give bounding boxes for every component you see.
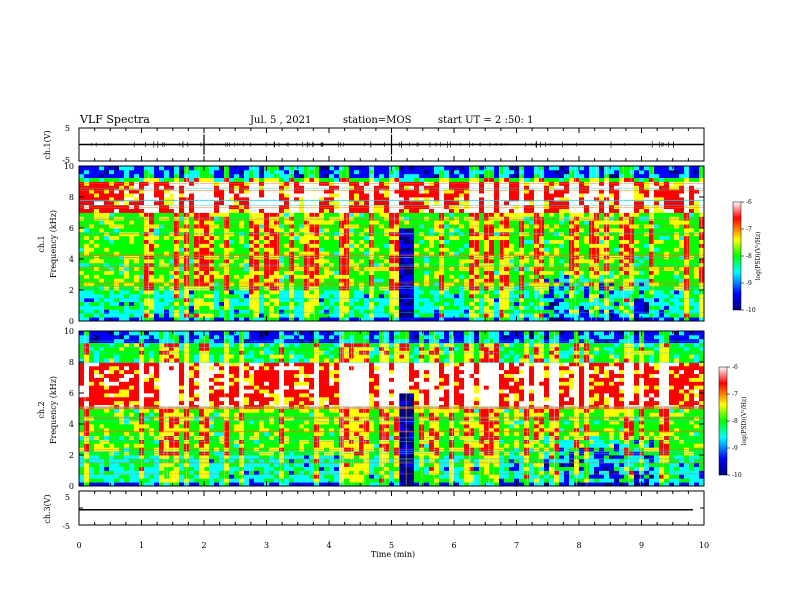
- x-tick-label: 9: [639, 541, 644, 550]
- x-tick-label: 3: [264, 541, 269, 550]
- ch2-spectrogram-yticks: 0 2 4 6 8 10: [64, 327, 704, 491]
- x-axis-tick-labels: 0 1 2 3 4 5 6 7 8 9 10: [76, 541, 709, 550]
- ch3-waveform-panel: 5 -5 ch.3(V): [43, 490, 705, 531]
- ch1-colorbar-label: log(PSD)(V²/Hz): [755, 232, 762, 281]
- spec1-ytick-label: 4: [69, 255, 74, 264]
- x-tick-label: 6: [451, 541, 456, 550]
- ch1-waveform-panel: 5 -5 ch.1(V): [43, 124, 705, 165]
- cb2-ticks-label: -10: [732, 472, 742, 479]
- x-axis-label: Time (min): [371, 550, 415, 559]
- x-tick-label: 2: [201, 541, 206, 550]
- spec2-ytick-label: 2: [69, 451, 74, 460]
- ch2-colorbar-ticks: -6 -7 -8 -9 -10: [727, 364, 742, 479]
- x-tick-label: 7: [514, 541, 519, 550]
- ch1-spectrogram-yticks: 0 2 4 6 8 10: [64, 162, 704, 326]
- ch1-spectrogram-image: [79, 166, 705, 322]
- spec2-ytick-label: 8: [69, 358, 74, 367]
- ch1-spectrogram-xticks: [78, 166, 705, 321]
- header-station: station=MOS: [343, 115, 412, 126]
- x-tick-label: 10: [699, 541, 709, 550]
- header-start-time: start UT = 2 :50: 1: [438, 115, 533, 126]
- spec2-ytick-label: 0: [69, 482, 74, 491]
- ch3-waveform-ylabel: ch.3(V): [43, 494, 52, 523]
- cb2-ticks-label: -8: [732, 418, 738, 425]
- ch2-spectrogram-ylabel-frequency: Frequency (kHz): [49, 376, 58, 444]
- figure-title: VLF Spectra: [79, 113, 150, 126]
- ch3-waveform-frame: [78, 490, 705, 526]
- x-tick-label: 1: [139, 541, 144, 550]
- cb1-ticks-label: -7: [746, 226, 752, 233]
- spec1-ytick-label: 2: [69, 286, 74, 295]
- ch3-waveform-ticks: [78, 490, 705, 526]
- cb2-ticks-label: -6: [732, 364, 738, 371]
- cb1-ticks-label: -9: [746, 280, 752, 287]
- cb1-ticks-label: -8: [746, 253, 752, 260]
- ch1-ytick-bottom: -5: [62, 156, 70, 165]
- spec1-ytick-label: 10: [64, 162, 74, 171]
- ch2-spectrogram-image: [79, 331, 705, 487]
- ch1-waveform-ticks: [78, 127, 705, 162]
- x-tick-label: 8: [576, 541, 581, 550]
- ch1-spectrogram-panel: 0 2 4 6 8 10 ch.1 Frequency (kHz) -6 -7 -8 -9 -10…: [37, 162, 762, 326]
- ch2-colorbar-label: log(PSD)(V²/Hz): [741, 397, 748, 446]
- spec2-ytick-label: 6: [69, 389, 74, 398]
- x-tick-label: 4: [326, 541, 331, 550]
- ch3-ytick-top: 5: [65, 493, 70, 502]
- ch2-colorbar: [718, 366, 728, 476]
- ch1-waveform-spikes: [91, 134, 674, 155]
- ch1-colorbar-ticks: -6 -7 -8 -9 -10: [741, 199, 756, 314]
- cb1-ticks-label: -10: [746, 307, 756, 314]
- x-tick-label: 0: [76, 541, 81, 550]
- header-date: Jul. 5 , 2021: [249, 115, 311, 126]
- spec1-ytick-label: 0: [69, 317, 74, 326]
- spec2-ytick-label: 10: [64, 327, 74, 336]
- cb2-ticks-label: -9: [732, 445, 738, 452]
- spec1-ytick-label: 6: [69, 224, 74, 233]
- x-tick-label: 5: [389, 541, 394, 550]
- ch1-spectrogram-ylabel-channel: ch.1: [37, 235, 46, 252]
- ch2-spectrogram-xticks: [78, 331, 705, 486]
- cb1-ticks-label: -6: [746, 199, 752, 206]
- ch2-spectrogram-ylabel-channel: ch.2: [37, 401, 46, 418]
- spec2-ytick-label: 4: [69, 420, 74, 429]
- spec1-ytick-label: 8: [69, 193, 74, 202]
- ch3-ytick-bottom: -5: [62, 522, 70, 531]
- ch1-ytick-top: 5: [65, 124, 70, 133]
- ch2-spectrogram-panel: 0 2 4 6 8 10 ch.2 Frequency (kHz) -6 -7 -8 -9 -10…: [37, 327, 748, 491]
- ch1-colorbar: [732, 201, 742, 311]
- ch1-spectrogram-ylabel-frequency: Frequency (kHz): [49, 210, 58, 278]
- ch1-waveform-ylabel: ch.1(V): [43, 130, 52, 159]
- cb2-ticks-label: -7: [732, 391, 738, 398]
